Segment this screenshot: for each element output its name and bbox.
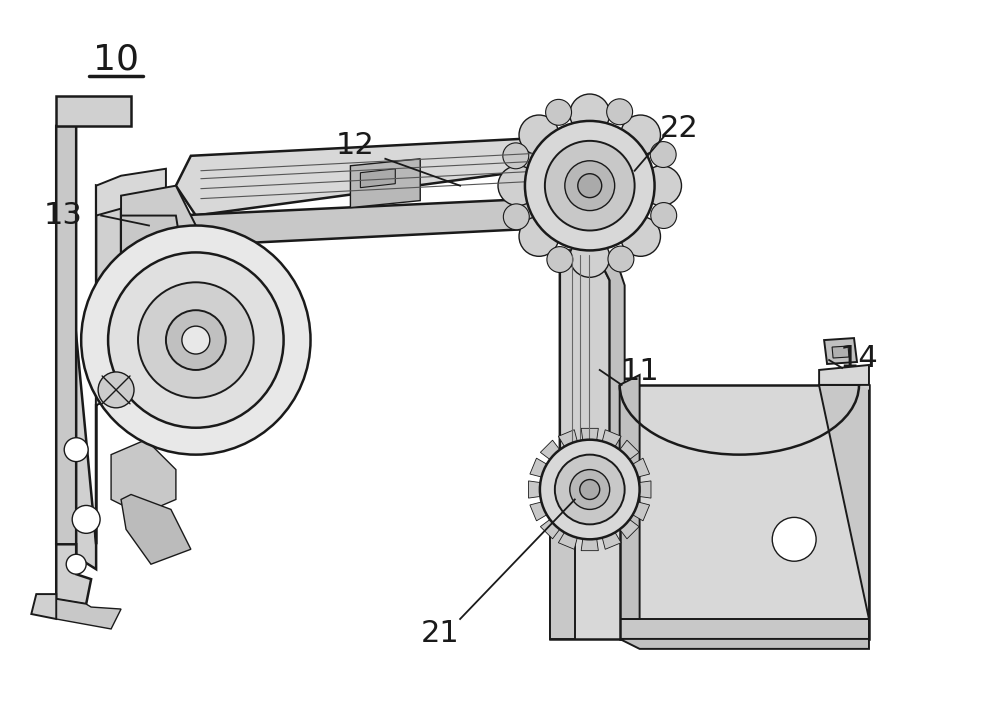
Circle shape bbox=[138, 282, 254, 398]
Polygon shape bbox=[633, 458, 650, 477]
Polygon shape bbox=[121, 186, 196, 235]
Circle shape bbox=[166, 310, 226, 370]
Polygon shape bbox=[56, 599, 121, 629]
Circle shape bbox=[547, 247, 573, 272]
Circle shape bbox=[650, 142, 676, 168]
Circle shape bbox=[555, 454, 625, 524]
Circle shape bbox=[580, 480, 600, 500]
Circle shape bbox=[64, 438, 88, 462]
Polygon shape bbox=[620, 385, 869, 390]
Polygon shape bbox=[360, 168, 395, 188]
Polygon shape bbox=[56, 126, 121, 570]
Circle shape bbox=[570, 94, 610, 134]
Text: 11: 11 bbox=[620, 357, 659, 387]
Circle shape bbox=[503, 143, 529, 168]
Polygon shape bbox=[560, 251, 610, 490]
Polygon shape bbox=[602, 532, 621, 549]
Polygon shape bbox=[540, 519, 560, 539]
Polygon shape bbox=[121, 495, 191, 564]
Polygon shape bbox=[56, 96, 131, 126]
Polygon shape bbox=[121, 215, 196, 340]
Polygon shape bbox=[540, 440, 560, 459]
Circle shape bbox=[772, 518, 816, 561]
Polygon shape bbox=[96, 168, 166, 215]
Polygon shape bbox=[558, 430, 577, 446]
Polygon shape bbox=[633, 502, 650, 521]
Polygon shape bbox=[558, 532, 577, 549]
Polygon shape bbox=[530, 502, 547, 521]
Circle shape bbox=[608, 246, 634, 272]
Text: 12: 12 bbox=[336, 131, 375, 161]
Polygon shape bbox=[96, 340, 121, 405]
Polygon shape bbox=[111, 440, 176, 514]
Polygon shape bbox=[56, 126, 76, 559]
Text: 13: 13 bbox=[44, 201, 83, 230]
Circle shape bbox=[545, 141, 635, 230]
Polygon shape bbox=[581, 428, 598, 440]
Polygon shape bbox=[31, 594, 56, 619]
Polygon shape bbox=[350, 159, 420, 207]
Polygon shape bbox=[56, 544, 91, 604]
Circle shape bbox=[607, 99, 633, 125]
Circle shape bbox=[621, 217, 660, 256]
Polygon shape bbox=[602, 430, 621, 446]
Polygon shape bbox=[824, 338, 857, 364]
Circle shape bbox=[578, 174, 602, 197]
Circle shape bbox=[81, 225, 311, 454]
Circle shape bbox=[621, 115, 660, 155]
Circle shape bbox=[519, 115, 559, 155]
Circle shape bbox=[570, 469, 610, 510]
Circle shape bbox=[519, 217, 559, 256]
Polygon shape bbox=[620, 440, 639, 459]
Circle shape bbox=[565, 161, 615, 210]
Polygon shape bbox=[819, 365, 869, 385]
Circle shape bbox=[72, 505, 100, 534]
Polygon shape bbox=[620, 639, 869, 649]
Polygon shape bbox=[832, 346, 849, 358]
Polygon shape bbox=[529, 481, 540, 498]
Polygon shape bbox=[550, 490, 575, 639]
Text: 21: 21 bbox=[421, 619, 460, 649]
Text: 22: 22 bbox=[660, 114, 699, 143]
Polygon shape bbox=[620, 519, 639, 539]
Polygon shape bbox=[639, 481, 651, 498]
Polygon shape bbox=[595, 251, 625, 495]
Polygon shape bbox=[620, 619, 869, 639]
Polygon shape bbox=[550, 490, 620, 639]
Polygon shape bbox=[581, 539, 598, 551]
Circle shape bbox=[525, 121, 655, 251]
Circle shape bbox=[108, 253, 284, 428]
Circle shape bbox=[503, 204, 529, 230]
Polygon shape bbox=[176, 136, 600, 215]
Circle shape bbox=[570, 238, 610, 277]
Circle shape bbox=[98, 372, 134, 408]
Circle shape bbox=[540, 440, 640, 539]
Polygon shape bbox=[176, 196, 600, 246]
Text: 14: 14 bbox=[840, 343, 878, 372]
Circle shape bbox=[546, 99, 572, 125]
Polygon shape bbox=[620, 385, 869, 639]
Polygon shape bbox=[620, 375, 640, 619]
Circle shape bbox=[66, 554, 86, 574]
Polygon shape bbox=[530, 458, 547, 477]
Circle shape bbox=[498, 166, 538, 206]
Circle shape bbox=[651, 202, 677, 228]
Text: 10: 10 bbox=[93, 42, 139, 76]
Circle shape bbox=[642, 166, 681, 206]
Polygon shape bbox=[819, 385, 869, 639]
Circle shape bbox=[182, 326, 210, 354]
